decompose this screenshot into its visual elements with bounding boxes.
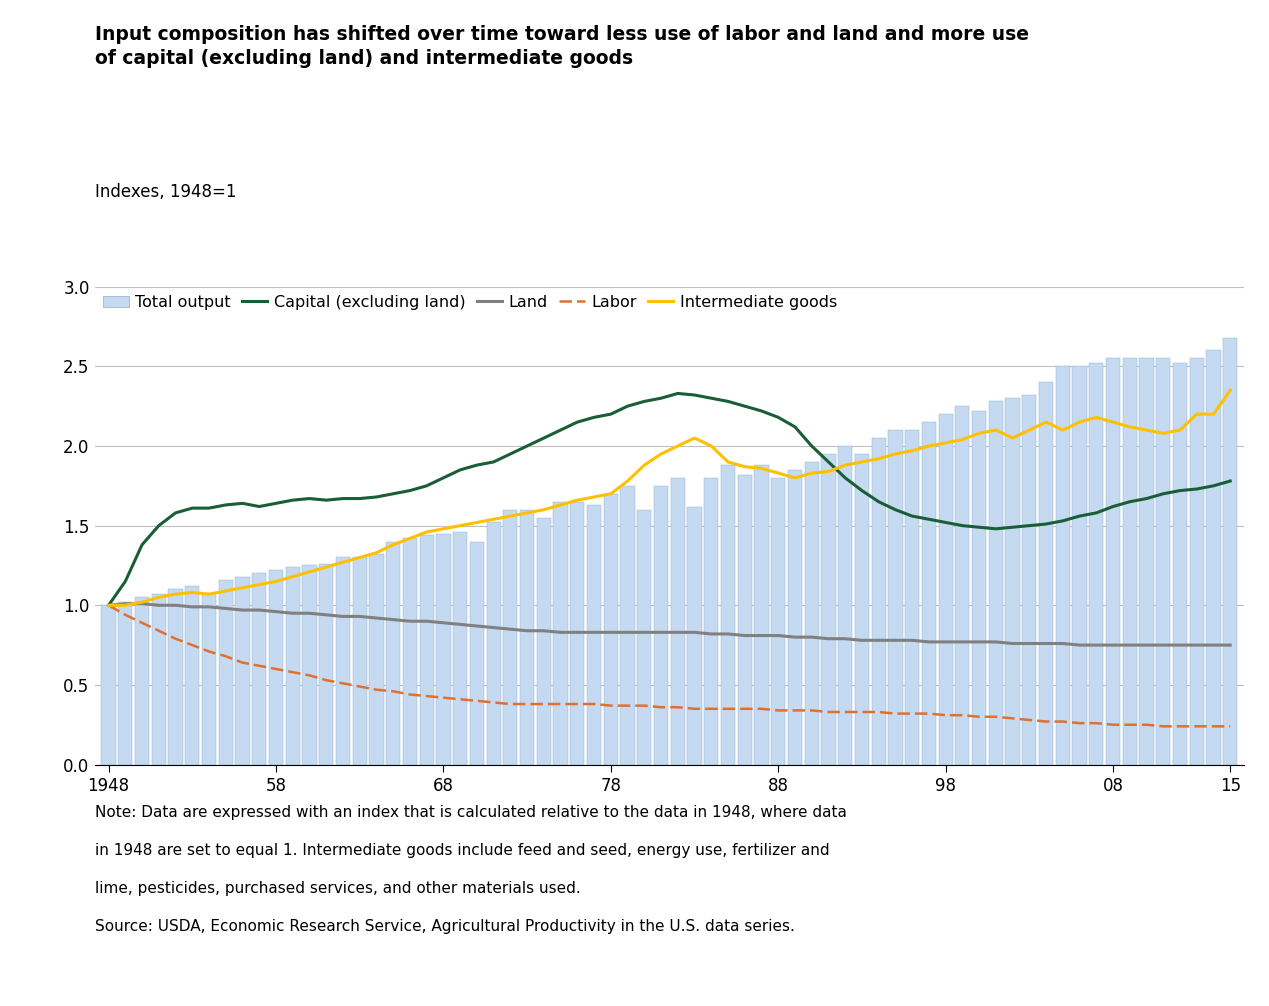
Bar [872, 438, 886, 765]
Bar [1207, 350, 1221, 765]
Bar [939, 414, 953, 765]
Bar [1023, 395, 1037, 765]
Bar [972, 411, 986, 765]
Bar [1189, 358, 1204, 765]
Text: Source: USDA, Economic Research Service, Agricultural Productivity in the U.S. d: Source: USDA, Economic Research Service,… [95, 919, 796, 935]
Bar [269, 570, 283, 765]
Bar [1039, 382, 1053, 765]
Bar [286, 567, 299, 765]
Bar [1072, 366, 1086, 765]
Bar [470, 541, 483, 765]
Bar [1005, 398, 1020, 765]
Bar [218, 579, 233, 765]
Bar [1105, 358, 1121, 765]
Bar [1156, 358, 1170, 765]
Bar [588, 505, 602, 765]
Bar [185, 586, 199, 765]
Bar [921, 423, 937, 765]
Bar [102, 606, 115, 765]
Bar [888, 431, 902, 765]
Bar [353, 557, 367, 765]
Bar [135, 598, 150, 765]
Bar [369, 554, 383, 765]
Bar [453, 532, 467, 765]
Bar [202, 593, 216, 765]
Bar [956, 406, 970, 765]
Bar [553, 502, 567, 765]
Bar [486, 522, 501, 765]
Text: lime, pesticides, purchased services, and other materials used.: lime, pesticides, purchased services, an… [95, 881, 581, 896]
Bar [1140, 358, 1154, 765]
Bar [253, 573, 266, 765]
Bar [1089, 363, 1104, 765]
Bar [570, 502, 585, 765]
Bar [670, 478, 685, 765]
Bar [386, 541, 400, 765]
Bar [235, 576, 250, 765]
Bar [989, 401, 1003, 765]
Bar [1056, 366, 1070, 765]
Bar [721, 465, 735, 765]
Bar [855, 454, 869, 765]
Bar [838, 446, 853, 765]
Bar [152, 595, 166, 765]
Bar [737, 475, 751, 765]
Bar [504, 510, 518, 765]
Text: Note: Data are expressed with an index that is calculated relative to the data i: Note: Data are expressed with an index t… [95, 805, 846, 820]
Bar [336, 557, 350, 765]
Bar [637, 510, 651, 765]
Text: in 1948 are set to equal 1. Intermediate goods include feed and seed, energy use: in 1948 are set to equal 1. Intermediate… [95, 843, 830, 858]
Bar [788, 470, 802, 765]
Bar [604, 494, 618, 765]
Text: Indexes, 1948=1: Indexes, 1948=1 [95, 183, 237, 201]
Bar [905, 431, 919, 765]
Bar [772, 478, 786, 765]
Bar [169, 590, 183, 765]
Bar [1123, 358, 1137, 765]
Bar [704, 478, 718, 765]
Bar [402, 538, 418, 765]
Bar [754, 465, 769, 765]
Bar [420, 535, 434, 765]
Bar [1223, 338, 1237, 765]
Bar [821, 454, 835, 765]
Bar [805, 462, 819, 765]
Bar [302, 565, 316, 765]
Text: Input composition has shifted over time toward less use of labor and land and mo: Input composition has shifted over time … [95, 25, 1029, 67]
Bar [654, 486, 669, 765]
Bar [621, 486, 634, 765]
Bar [688, 507, 702, 765]
Legend: Total output, Capital (excluding land), Land, Labor, Intermediate goods: Total output, Capital (excluding land), … [103, 295, 836, 310]
Bar [1173, 363, 1187, 765]
Bar [520, 510, 534, 765]
Bar [437, 533, 450, 765]
Bar [118, 602, 132, 765]
Bar [537, 518, 551, 765]
Bar [319, 564, 334, 765]
